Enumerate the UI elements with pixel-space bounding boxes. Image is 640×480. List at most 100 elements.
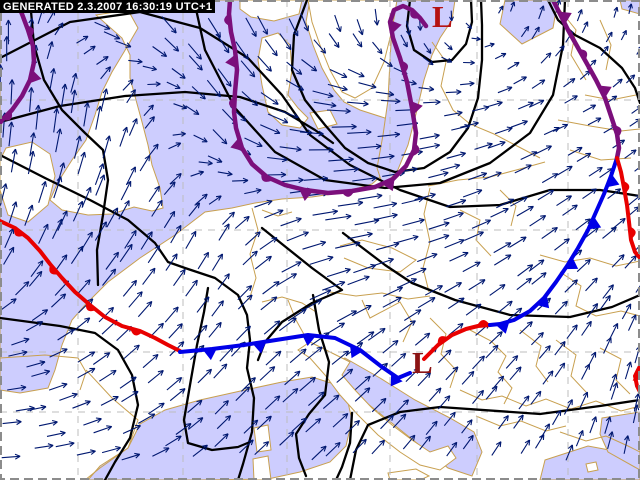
wind-arrow <box>11 338 30 346</box>
wind-arrowhead <box>254 231 261 234</box>
wind-arrowhead <box>342 412 348 416</box>
wind-arrowhead <box>582 391 588 396</box>
wind-arrowhead <box>204 325 208 331</box>
cold-front-south <box>178 333 412 380</box>
border-line <box>459 209 492 257</box>
wind-arrowhead <box>71 72 77 78</box>
wind-arrowhead <box>224 138 228 145</box>
wind-arrow <box>308 391 325 407</box>
wind-arrowhead <box>438 285 443 291</box>
wind-arrowhead <box>86 400 91 406</box>
wind-arrowhead <box>336 27 341 33</box>
wind-arrow <box>81 186 92 208</box>
cold-front-east <box>488 156 619 327</box>
wind-arrowhead <box>457 111 463 117</box>
wind-arrowhead <box>409 320 416 323</box>
wind-arrow <box>214 433 229 447</box>
wind-arrow <box>538 345 551 359</box>
wind-arrow <box>540 52 552 64</box>
wind-arrow <box>336 368 353 383</box>
wind-arrow <box>10 149 17 173</box>
border-line <box>287 299 307 339</box>
occluded-front-semicircle <box>614 125 622 138</box>
wind-arrow <box>472 390 484 404</box>
wind-arrowhead <box>495 345 499 351</box>
wind-arrowhead <box>516 307 522 311</box>
wind-arrow <box>311 445 327 461</box>
wind-arrowhead <box>292 32 299 37</box>
wind-arrow <box>612 78 623 88</box>
wind-arrow <box>380 414 394 430</box>
wind-arrowhead <box>15 419 22 423</box>
wind-arrowhead <box>303 417 307 424</box>
wind-arrowhead <box>382 440 386 446</box>
wind-arrowhead <box>379 327 386 330</box>
wind-arrowhead <box>130 79 134 85</box>
wind-arrowhead <box>510 1 515 6</box>
wind-arrowhead <box>219 31 221 38</box>
wind-arrowhead <box>176 83 181 89</box>
wind-arrowhead <box>509 198 515 204</box>
occluded-front-triangle <box>410 100 423 115</box>
wind-arrowhead <box>399 172 405 177</box>
wind-arrowhead <box>595 227 599 233</box>
occluded-front-semicircle <box>410 8 420 19</box>
wind-arrowhead <box>246 285 252 288</box>
wind-arrowhead <box>272 102 279 105</box>
wind-arrowhead <box>477 189 483 195</box>
wind-arrow <box>332 413 349 428</box>
wind-arrow <box>121 390 139 403</box>
occluded-front-semicircle <box>228 96 235 110</box>
wind-arrowhead <box>84 317 90 320</box>
wind-arrowhead <box>425 372 431 376</box>
wind-arrow <box>94 163 104 185</box>
wind-arrow <box>372 41 383 54</box>
wind-arrow <box>446 152 466 159</box>
wind-arrow <box>254 200 273 208</box>
wind-arrowhead <box>544 423 550 428</box>
wind-arrow <box>468 279 486 291</box>
wind-arrow <box>235 386 250 401</box>
wind-arrowhead <box>14 148 18 155</box>
wind-arrowhead <box>285 46 292 51</box>
wind-arrow <box>286 231 309 242</box>
wind-arrowhead <box>221 141 227 145</box>
wind-arrowhead <box>225 415 231 418</box>
wind-arrowhead <box>443 172 449 177</box>
isobar-line <box>192 0 567 190</box>
wind-arrowhead <box>221 363 227 367</box>
wind-arrow <box>635 285 640 293</box>
border-line <box>84 369 139 480</box>
wind-arrowhead <box>612 322 618 328</box>
wind-arrowhead <box>360 438 367 442</box>
wind-arrowhead <box>460 239 465 245</box>
wind-arrowhead <box>280 171 287 176</box>
border-line <box>557 119 640 132</box>
wind-arrow <box>285 79 304 91</box>
isobar-line <box>290 0 484 174</box>
wind-arrowhead <box>412 435 416 441</box>
wind-arrowhead <box>333 44 340 48</box>
wind-arrow <box>305 346 323 361</box>
wind-arrowhead <box>134 89 136 95</box>
wind-arrow <box>222 211 235 225</box>
wind-arrowhead <box>528 439 531 446</box>
wind-arrowhead <box>263 441 269 444</box>
wind-arrowhead <box>492 344 499 348</box>
wind-arrow <box>554 362 566 378</box>
wind-arrow <box>624 361 632 380</box>
wind-arrow <box>328 33 340 48</box>
wind-arrow <box>487 141 506 149</box>
wind-arrowhead <box>555 0 561 4</box>
wind-arrow <box>198 161 213 165</box>
wind-arrow <box>161 16 177 34</box>
wind-arrowhead <box>288 431 294 435</box>
wind-arrow <box>428 172 449 179</box>
wind-arrow <box>514 164 532 174</box>
wind-arrowhead <box>71 89 76 95</box>
wind-arrow <box>236 325 251 341</box>
wind-arrow <box>399 320 416 333</box>
wind-arrowhead <box>151 104 154 111</box>
wind-arrowhead <box>313 65 318 72</box>
wind-arrow <box>328 158 354 162</box>
